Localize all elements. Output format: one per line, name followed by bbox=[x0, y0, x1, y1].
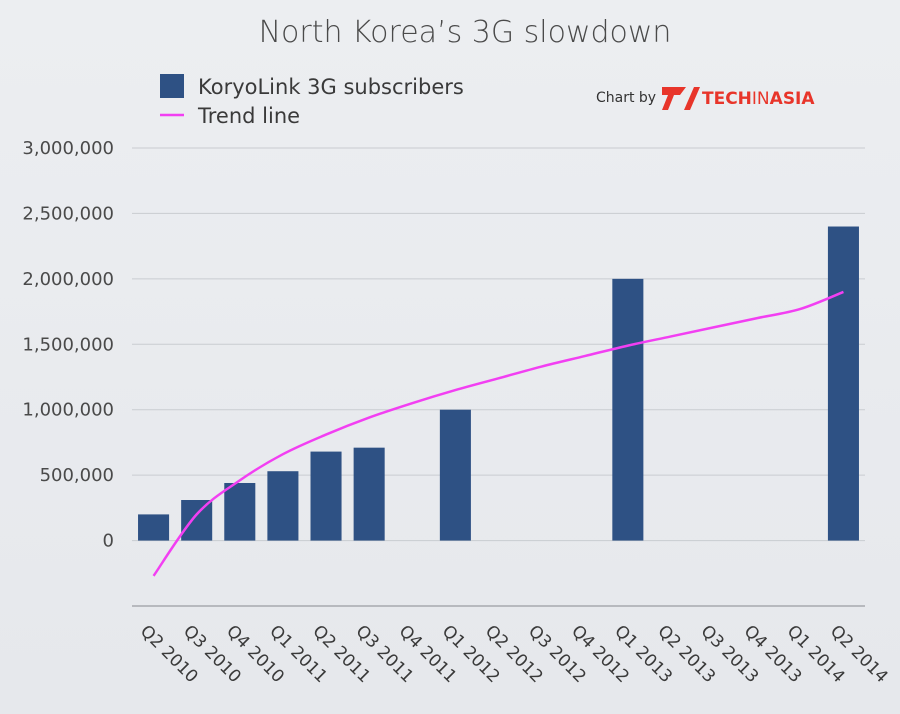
y-tick-label: 500,000 bbox=[40, 465, 114, 486]
y-axis-ticks: 3,000,000 2,500,000 2,000,000 1,500,000 1,00… bbox=[22, 138, 114, 552]
y-tick-label: 2,000,000 bbox=[22, 269, 114, 290]
credit-prefix: Chart by bbox=[596, 90, 656, 106]
bar bbox=[353, 447, 385, 541]
legend-label-bar: KoryoLink 3G subscribers bbox=[198, 75, 464, 99]
brand-tech: TECH bbox=[702, 89, 752, 109]
legend-swatch-bar bbox=[160, 74, 184, 98]
legend-label-line: Trend line bbox=[197, 104, 300, 128]
bar bbox=[138, 514, 170, 541]
chart-title: North Korea’s 3G slowdown bbox=[259, 15, 672, 50]
bar bbox=[224, 482, 256, 541]
bar bbox=[310, 451, 342, 541]
brand-asia: ASIA bbox=[770, 89, 816, 109]
bars bbox=[138, 226, 859, 541]
trend-line-layer bbox=[152, 290, 844, 577]
y-tick-label: 3,000,000 bbox=[22, 138, 114, 159]
legend: KoryoLink 3G subscribers Trend line bbox=[160, 74, 464, 128]
credit-brand: TECHINASIA bbox=[702, 89, 815, 109]
techinasia-logo-icon bbox=[662, 87, 700, 110]
y-tick-label: 2,500,000 bbox=[22, 203, 114, 224]
bar bbox=[612, 278, 644, 541]
bar bbox=[439, 409, 471, 541]
grid bbox=[132, 147, 865, 607]
trend-line bbox=[152, 290, 844, 577]
bar bbox=[827, 226, 859, 541]
chart-credit: Chart by TECHINASIA bbox=[596, 87, 815, 110]
bar bbox=[267, 471, 299, 541]
brand-in: IN bbox=[752, 89, 770, 109]
bar bbox=[181, 500, 213, 541]
y-tick-label: 0 bbox=[103, 531, 114, 552]
y-tick-label: 1,500,000 bbox=[22, 334, 114, 355]
y-tick-label: 1,000,000 bbox=[22, 400, 114, 421]
